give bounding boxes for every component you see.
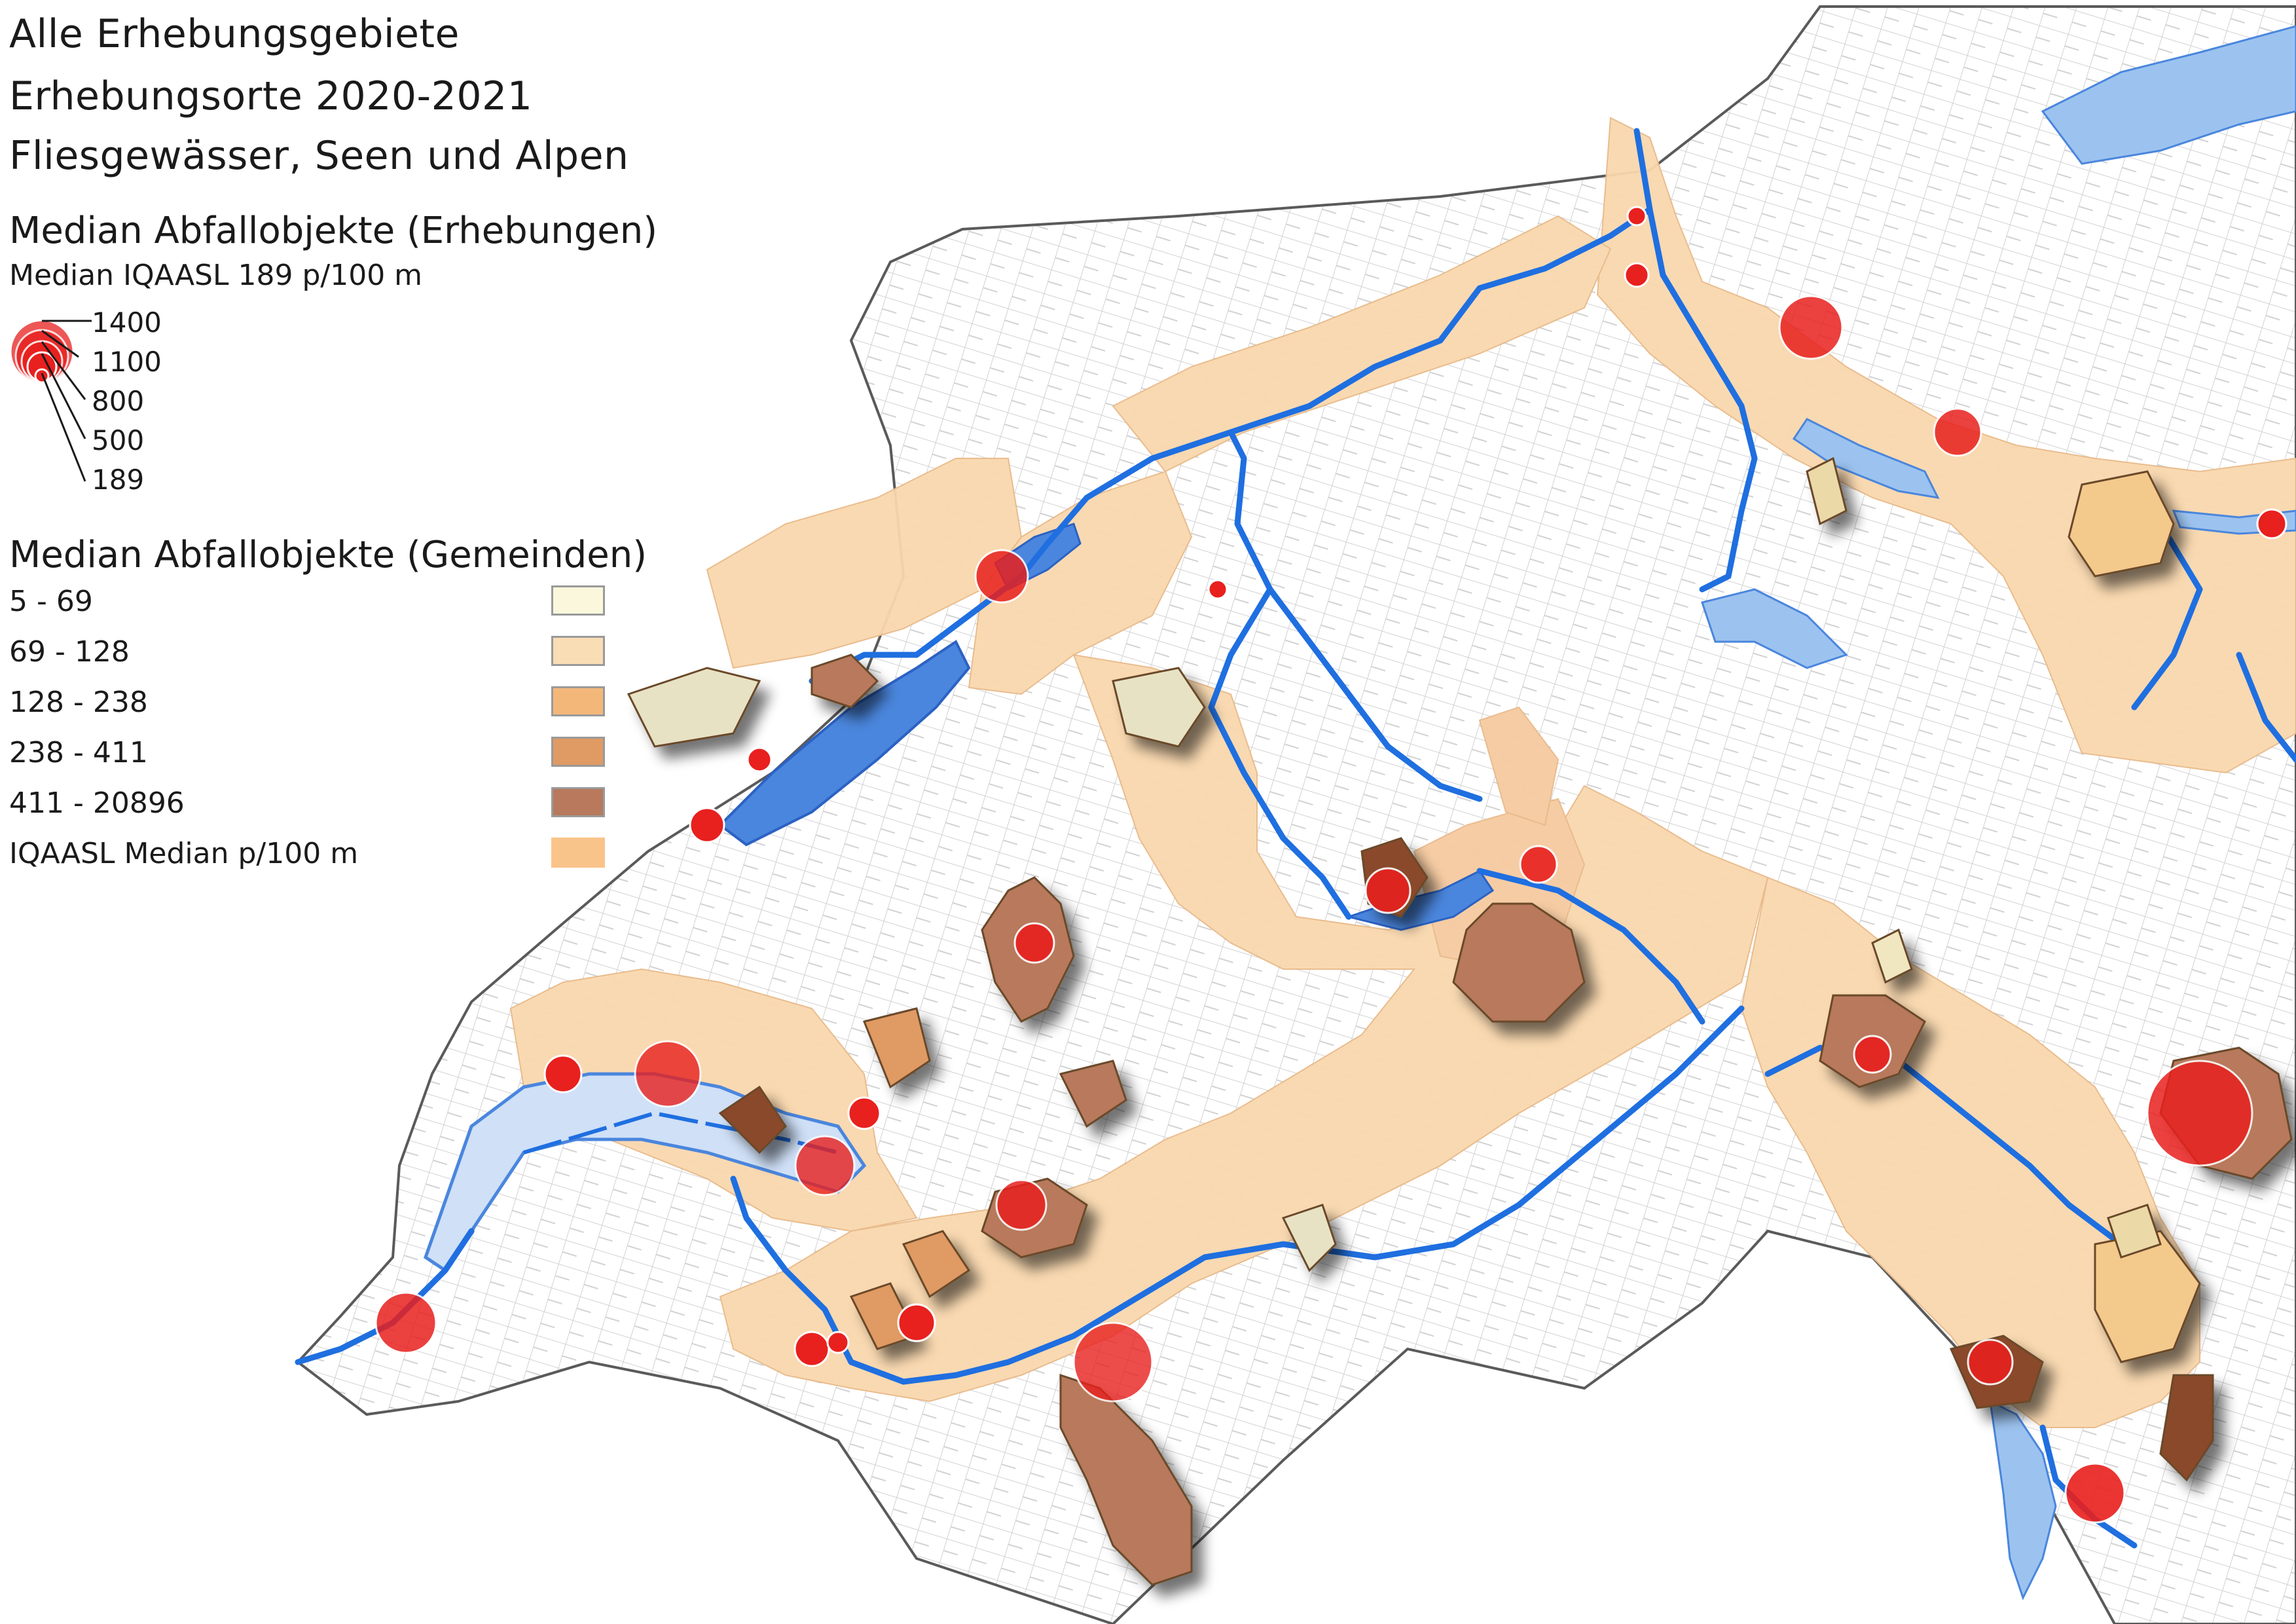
- class-label-2: 69 - 128: [9, 635, 130, 669]
- class-label-5: 411 - 20896: [9, 786, 185, 820]
- class-label-6: IQAASL Median p/100 m: [9, 837, 359, 870]
- lake-maggiore: [1989, 1399, 2057, 1600]
- size-label-189: 189: [92, 464, 145, 496]
- class-swatch-5: [551, 787, 605, 817]
- map-title-line-2: Erhebungsorte 2020-2021: [9, 73, 533, 119]
- municipalities-mid: [627, 456, 2201, 1363]
- size-label-1400: 1400: [92, 306, 162, 339]
- size-label-1100: 1100: [92, 346, 162, 378]
- class-label-1: 5 - 69: [9, 585, 93, 618]
- survey-points: [374, 206, 2287, 1524]
- class-swatch-2: [551, 636, 605, 666]
- point-legend-subheading: Median IQAASL 189 p/100 m: [9, 259, 423, 292]
- size-label-500: 500: [92, 424, 145, 456]
- class-label-4: 238 - 411: [9, 736, 148, 769]
- map-title-line-1: Alle Erhebungsgebiete: [9, 11, 460, 57]
- commune-legend-heading: Median Abfallobjekte (Gemeinden): [9, 534, 647, 576]
- map-title-line-3: Fliesgewässer, Seen und Alpen: [9, 133, 629, 179]
- point-legend-heading: Median Abfallobjekte (Erhebungen): [9, 210, 658, 252]
- lake-constance: [2041, 25, 2296, 165]
- lake-zurich: [1792, 418, 1940, 499]
- lake-geneva-shore: [523, 1111, 839, 1154]
- class-swatch-1: [551, 585, 605, 616]
- class-swatch-6: [551, 838, 605, 868]
- lake-lucerne: [1701, 588, 1848, 669]
- class-swatch-4: [551, 737, 605, 767]
- class-swatch-3: [551, 686, 605, 716]
- size-label-800: 800: [92, 385, 145, 417]
- class-label-3: 128 - 238: [9, 686, 148, 719]
- lake-neuchatel: [718, 640, 971, 847]
- size-legend-markers: [9, 319, 92, 482]
